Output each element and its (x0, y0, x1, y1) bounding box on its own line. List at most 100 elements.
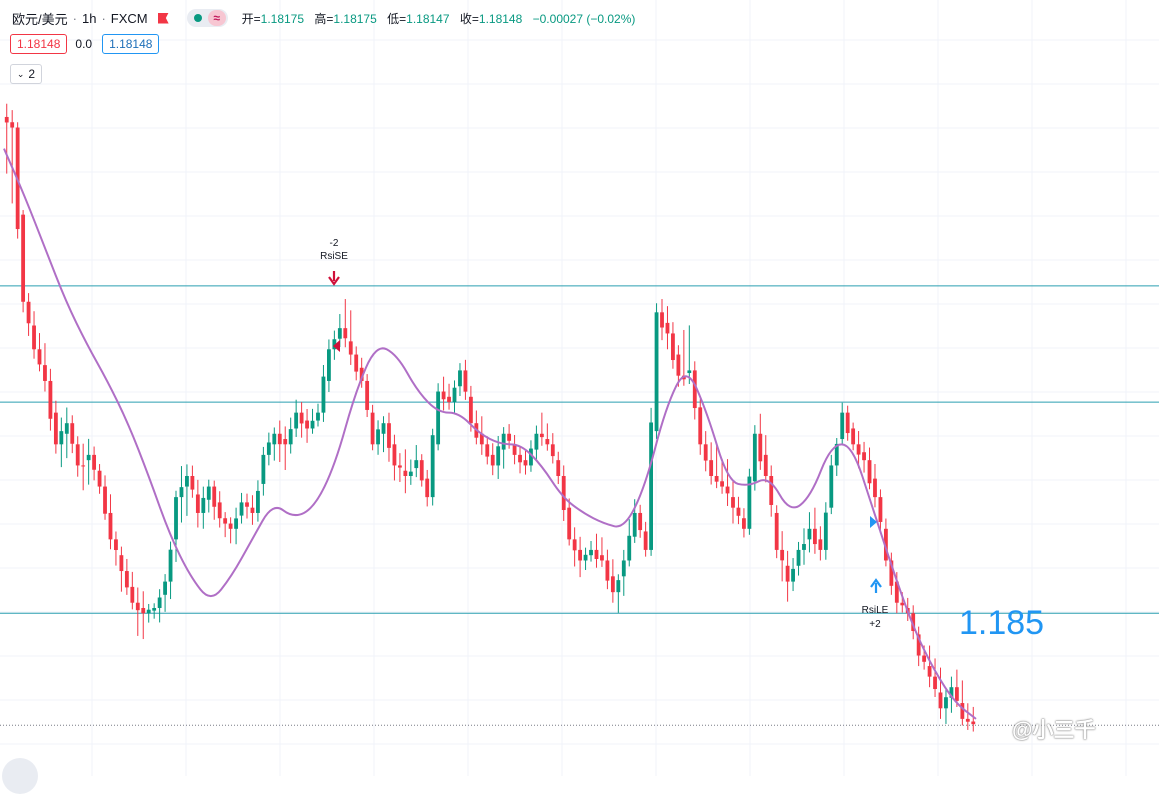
candle-body (425, 478, 430, 498)
candle-body (228, 523, 233, 529)
candle-body (185, 476, 189, 487)
tradingview-logo-icon[interactable] (2, 758, 38, 794)
candle-body (21, 214, 26, 302)
candle-body (671, 333, 675, 361)
candle-body (256, 490, 260, 513)
candle-body (26, 301, 31, 324)
candle-body (447, 396, 451, 403)
high-label: 高= (314, 11, 334, 26)
candle-body (867, 460, 872, 484)
candle-body (845, 412, 850, 434)
candle-body (370, 412, 375, 445)
open-label: 开= (241, 11, 261, 26)
ohlc-values: 开=1.18175 高=1.18175 低=1.18147 收=1.18148 … (242, 10, 636, 27)
candle-body (419, 460, 424, 481)
candle-body (567, 507, 572, 540)
candle-body (75, 444, 80, 466)
candle-body (316, 412, 320, 421)
wave-icon[interactable]: ≈ (207, 10, 226, 26)
ask-button[interactable]: 1.18148 (102, 34, 160, 54)
candle-body (954, 687, 959, 701)
candle-body (812, 528, 817, 545)
candle-body (190, 476, 195, 490)
candle-body (114, 539, 118, 551)
candle-body (195, 494, 200, 513)
candle-body (463, 370, 468, 392)
candle-body (261, 454, 266, 484)
spread-value: 0.0 (75, 37, 93, 51)
candle-body (64, 423, 69, 434)
candle-body (818, 539, 823, 550)
candle-body (802, 544, 806, 550)
bid-button[interactable]: 1.18148 (10, 34, 68, 54)
candle-body (332, 339, 337, 350)
candle-body (960, 703, 965, 719)
candle-body (649, 422, 654, 550)
candle-body (234, 518, 238, 529)
symbol-legend[interactable]: 欧元/美元 · 1h · FXCM ≈ 开=1.18175 高=1.18175 … (12, 8, 635, 28)
candle-body (436, 391, 441, 445)
long-marker-icon (870, 516, 877, 528)
candle-body (479, 433, 484, 445)
candle-body (840, 412, 845, 440)
candle-body (971, 721, 976, 725)
candle-body (769, 476, 774, 505)
candle-body (922, 655, 927, 662)
separator: · (72, 10, 77, 26)
candle-body (403, 470, 408, 476)
candle-body (119, 555, 124, 572)
candle-body (561, 476, 566, 511)
candle-body (299, 412, 304, 424)
candle-body (725, 486, 730, 494)
candle-body (949, 687, 954, 698)
long-signal-label: RsiLE (862, 605, 889, 616)
candle-body (397, 465, 402, 468)
candle-body (654, 312, 659, 432)
candle-body (206, 486, 211, 500)
candle-body (458, 370, 462, 387)
candle-body (883, 528, 888, 561)
indicator-count: 2 (28, 67, 36, 81)
candle-body (627, 535, 632, 561)
candle-body (217, 502, 222, 519)
candle-body (124, 571, 129, 588)
level-annotation[interactable]: 1.185 (959, 604, 1045, 642)
collapse-indicators-button[interactable]: ⌄ 2 (10, 64, 42, 84)
candle-body (550, 444, 555, 457)
candle-body (911, 613, 916, 632)
candle-body (594, 549, 599, 560)
quote-row: 1.18148 0.0 1.18148 (10, 34, 160, 54)
candle-body (354, 354, 359, 372)
candle-body (174, 497, 178, 540)
flag-icon[interactable] (157, 12, 169, 24)
candle-body (277, 433, 282, 445)
candle-body (780, 549, 785, 561)
candle-body (163, 581, 168, 595)
candle-body (294, 412, 299, 429)
candlestick-series (4, 103, 976, 732)
candle-body (621, 560, 626, 577)
candle-body (414, 460, 419, 469)
candle-body (965, 718, 970, 722)
candle-body (321, 376, 326, 413)
candle-body (534, 433, 539, 450)
symbol-name[interactable]: 欧元/美元 (12, 11, 68, 27)
candle-body (501, 433, 506, 450)
candle-body (600, 555, 604, 561)
status-pill[interactable]: ≈ (186, 9, 228, 27)
horizontal-lines[interactable] (0, 285, 1159, 614)
candle-body (889, 560, 894, 586)
candle-body (851, 428, 856, 445)
candle-body (610, 576, 615, 593)
interval[interactable]: 1h (81, 10, 97, 26)
candle-body (283, 439, 288, 445)
candle-body (70, 423, 75, 444)
strategy-signals: -2 RsiSE RsiLE +2 (320, 238, 889, 630)
candle-body (698, 407, 703, 445)
candle-body (703, 444, 708, 461)
candle-body (944, 697, 948, 709)
candle-body (201, 497, 206, 513)
price-chart[interactable]: -2 RsiSE RsiLE +2 (0, 0, 1159, 776)
candle-body (245, 502, 249, 507)
candle-body (894, 581, 899, 603)
